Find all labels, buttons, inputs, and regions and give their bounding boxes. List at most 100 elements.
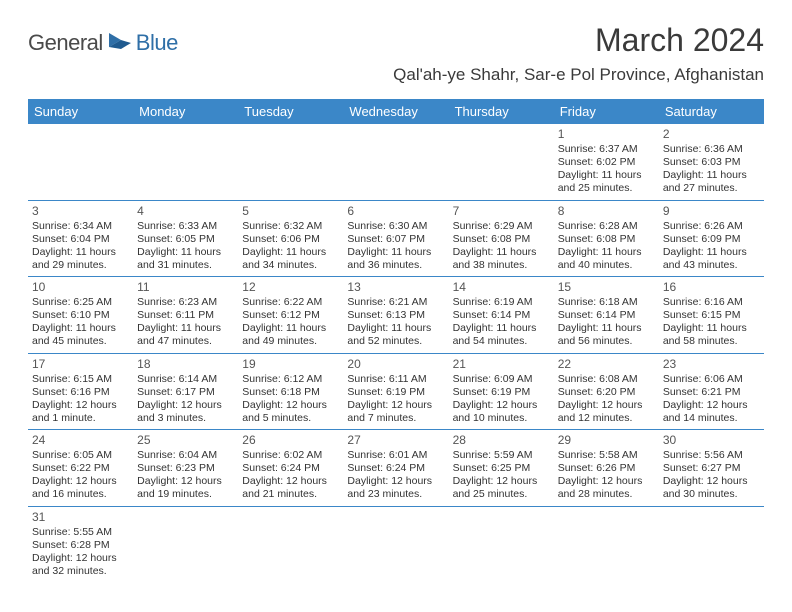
- day-info-line: and 27 minutes.: [663, 182, 760, 195]
- weekday-header: Thursday: [449, 99, 554, 124]
- flag-icon: [107, 31, 133, 56]
- day-info-line: Sunset: 6:07 PM: [347, 233, 444, 246]
- calendar-cell: 6Sunrise: 6:30 AMSunset: 6:07 PMDaylight…: [343, 200, 448, 277]
- day-number: 15: [558, 280, 655, 295]
- day-info-line: and 38 minutes.: [453, 259, 550, 272]
- day-number: 20: [347, 357, 444, 372]
- day-info-line: Sunrise: 6:25 AM: [32, 296, 129, 309]
- day-info-line: Daylight: 11 hours: [453, 246, 550, 259]
- day-number: 25: [137, 433, 234, 448]
- day-info-line: and 47 minutes.: [137, 335, 234, 348]
- day-info-line: Sunset: 6:10 PM: [32, 309, 129, 322]
- day-info-line: Daylight: 12 hours: [558, 475, 655, 488]
- day-info-line: and 7 minutes.: [347, 412, 444, 425]
- day-number: 14: [453, 280, 550, 295]
- day-info-line: Sunset: 6:23 PM: [137, 462, 234, 475]
- day-number: 4: [137, 204, 234, 219]
- day-number: 11: [137, 280, 234, 295]
- day-number: 7: [453, 204, 550, 219]
- calendar-cell: [238, 506, 343, 582]
- day-info-line: Sunset: 6:08 PM: [558, 233, 655, 246]
- calendar-cell: 29Sunrise: 5:58 AMSunset: 6:26 PMDayligh…: [554, 430, 659, 507]
- day-info-line: Daylight: 12 hours: [347, 399, 444, 412]
- day-info-line: and 30 minutes.: [663, 488, 760, 501]
- calendar-cell: [449, 506, 554, 582]
- day-info-line: Daylight: 12 hours: [32, 399, 129, 412]
- calendar-cell: 12Sunrise: 6:22 AMSunset: 6:12 PMDayligh…: [238, 277, 343, 354]
- calendar-cell: 16Sunrise: 6:16 AMSunset: 6:15 PMDayligh…: [659, 277, 764, 354]
- day-info-line: and 58 minutes.: [663, 335, 760, 348]
- calendar-cell: 14Sunrise: 6:19 AMSunset: 6:14 PMDayligh…: [449, 277, 554, 354]
- day-info-line: Sunrise: 6:21 AM: [347, 296, 444, 309]
- day-number: 30: [663, 433, 760, 448]
- day-number: 21: [453, 357, 550, 372]
- calendar-row: 24Sunrise: 6:05 AMSunset: 6:22 PMDayligh…: [28, 430, 764, 507]
- day-info-line: Sunset: 6:24 PM: [347, 462, 444, 475]
- day-info-line: Sunrise: 6:11 AM: [347, 373, 444, 386]
- location-subtitle: Qal'ah-ye Shahr, Sar-e Pol Province, Afg…: [393, 65, 764, 85]
- day-info-line: Daylight: 11 hours: [663, 169, 760, 182]
- calendar-cell: [343, 124, 448, 200]
- day-info-line: and 21 minutes.: [242, 488, 339, 501]
- day-info-line: and 19 minutes.: [137, 488, 234, 501]
- day-info-line: Sunset: 6:05 PM: [137, 233, 234, 246]
- weekday-header: Sunday: [28, 99, 133, 124]
- page-title: March 2024: [393, 22, 764, 59]
- logo-text-blue: Blue: [136, 30, 178, 56]
- day-info-line: Daylight: 12 hours: [32, 552, 129, 565]
- logo: General Blue: [28, 30, 178, 56]
- day-info-line: and 1 minute.: [32, 412, 129, 425]
- day-info-line: and 56 minutes.: [558, 335, 655, 348]
- day-info-line: Sunset: 6:08 PM: [453, 233, 550, 246]
- header: General Blue March 2024 Qal'ah-ye Shahr,…: [28, 22, 764, 85]
- day-info-line: and 25 minutes.: [453, 488, 550, 501]
- weekday-header: Wednesday: [343, 99, 448, 124]
- calendar-cell: 1Sunrise: 6:37 AMSunset: 6:02 PMDaylight…: [554, 124, 659, 200]
- calendar-row: 10Sunrise: 6:25 AMSunset: 6:10 PMDayligh…: [28, 277, 764, 354]
- day-info-line: Daylight: 12 hours: [137, 399, 234, 412]
- day-number: 5: [242, 204, 339, 219]
- day-info-line: and 12 minutes.: [558, 412, 655, 425]
- day-info-line: and 32 minutes.: [32, 565, 129, 578]
- day-number: 19: [242, 357, 339, 372]
- day-number: 1: [558, 127, 655, 142]
- day-info-line: Sunrise: 6:05 AM: [32, 449, 129, 462]
- day-info-line: Sunset: 6:21 PM: [663, 386, 760, 399]
- day-info-line: Sunset: 6:17 PM: [137, 386, 234, 399]
- title-block: March 2024 Qal'ah-ye Shahr, Sar-e Pol Pr…: [393, 22, 764, 85]
- day-info-line: Daylight: 12 hours: [663, 399, 760, 412]
- calendar-cell: 31Sunrise: 5:55 AMSunset: 6:28 PMDayligh…: [28, 506, 133, 582]
- day-info-line: Daylight: 11 hours: [453, 322, 550, 335]
- day-info-line: and 10 minutes.: [453, 412, 550, 425]
- day-info-line: Sunset: 6:04 PM: [32, 233, 129, 246]
- day-info-line: and 14 minutes.: [663, 412, 760, 425]
- day-info-line: Sunset: 6:18 PM: [242, 386, 339, 399]
- calendar-cell: 27Sunrise: 6:01 AMSunset: 6:24 PMDayligh…: [343, 430, 448, 507]
- day-info-line: Sunrise: 6:09 AM: [453, 373, 550, 386]
- day-number: 23: [663, 357, 760, 372]
- day-info-line: Sunrise: 6:28 AM: [558, 220, 655, 233]
- day-number: 17: [32, 357, 129, 372]
- day-info-line: Sunrise: 6:01 AM: [347, 449, 444, 462]
- day-info-line: Daylight: 11 hours: [558, 322, 655, 335]
- calendar-cell: 23Sunrise: 6:06 AMSunset: 6:21 PMDayligh…: [659, 353, 764, 430]
- day-info-line: and 49 minutes.: [242, 335, 339, 348]
- day-info-line: and 54 minutes.: [453, 335, 550, 348]
- day-info-line: and 34 minutes.: [242, 259, 339, 272]
- day-info-line: Sunset: 6:22 PM: [32, 462, 129, 475]
- calendar-cell: [133, 124, 238, 200]
- day-info-line: and 5 minutes.: [242, 412, 339, 425]
- day-info-line: Sunrise: 6:02 AM: [242, 449, 339, 462]
- day-info-line: Sunrise: 6:19 AM: [453, 296, 550, 309]
- day-info-line: Sunrise: 6:32 AM: [242, 220, 339, 233]
- calendar-cell: [343, 506, 448, 582]
- day-info-line: Sunset: 6:13 PM: [347, 309, 444, 322]
- weekday-header: Tuesday: [238, 99, 343, 124]
- day-info-line: Sunset: 6:14 PM: [558, 309, 655, 322]
- day-number: 26: [242, 433, 339, 448]
- calendar-row: 3Sunrise: 6:34 AMSunset: 6:04 PMDaylight…: [28, 200, 764, 277]
- day-info-line: Sunset: 6:24 PM: [242, 462, 339, 475]
- calendar-cell: [133, 506, 238, 582]
- day-info-line: Sunrise: 6:08 AM: [558, 373, 655, 386]
- day-info-line: Daylight: 11 hours: [242, 322, 339, 335]
